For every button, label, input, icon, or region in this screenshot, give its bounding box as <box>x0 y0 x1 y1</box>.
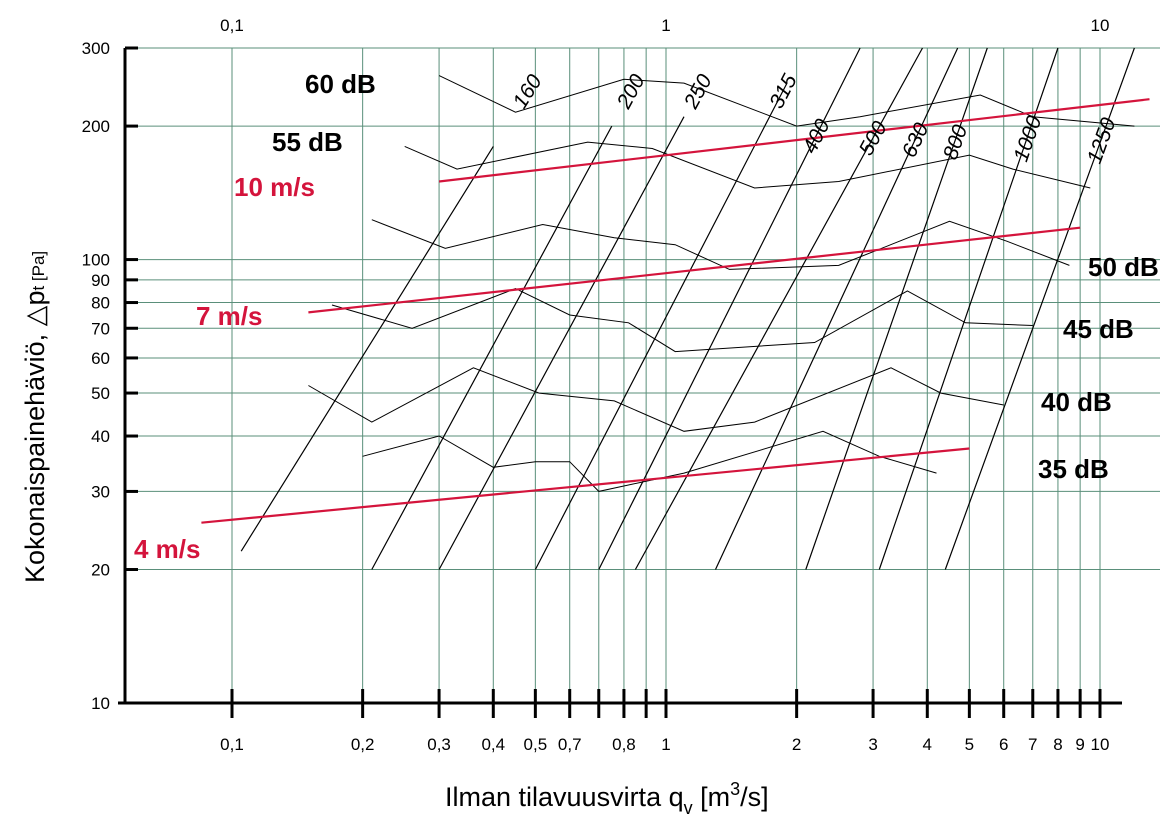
x-tick-label-5: 0,7 <box>558 735 582 754</box>
x-tick-label-14: 6 <box>999 735 1008 754</box>
x-tick-label-7: 0,8 <box>612 735 636 754</box>
x-tick-label-13: 5 <box>965 735 974 754</box>
x-tick-label-2: 0,3 <box>427 735 451 754</box>
x-tick-label-3: 0,4 <box>481 735 505 754</box>
x-tick-label-9: 1 <box>661 735 670 754</box>
noise-line-40-dB <box>308 367 1004 432</box>
x-tick-label-0: 0,1 <box>220 735 244 754</box>
x-tick-label-16: 8 <box>1053 735 1062 754</box>
noise-line-45-dB <box>331 288 1033 353</box>
y-tick-label-2: 30 <box>91 482 110 501</box>
y-tick-label-8: 90 <box>91 271 110 290</box>
y-tick-label-4: 50 <box>91 384 110 403</box>
label-7ms: 7 m/s <box>196 301 263 331</box>
y-tick-label-1: 20 <box>91 561 110 580</box>
x-axis-title: Ilman tilavuusvirta qv [m3/s] <box>445 779 769 818</box>
y-tick-label-10: 200 <box>82 117 110 136</box>
duct-line-630 <box>714 47 959 570</box>
label-10ms: 10 m/s <box>234 172 315 202</box>
x-tick-label-10: 2 <box>792 735 801 754</box>
duct-line-160 <box>240 146 494 552</box>
x-axis-title-sub: v <box>684 798 693 818</box>
duct-line-500 <box>634 47 924 570</box>
duct-line-250 <box>438 116 685 570</box>
label-35db: 35 dB <box>1038 454 1109 484</box>
velocity-line-10-m-s <box>438 98 1150 183</box>
duct-label-1250: 1250 <box>1083 115 1121 167</box>
x-axis-title-sup: 3 <box>730 779 740 799</box>
noise-line-35-dB <box>362 430 937 492</box>
axes <box>118 46 1122 718</box>
x-tick-label-18: 10 <box>1091 735 1110 754</box>
x-tick-label-4: 0,5 <box>524 735 548 754</box>
x-tick-label-11: 3 <box>868 735 877 754</box>
x-top-tick-label-0: 0,1 <box>220 16 244 35</box>
noise-line-50-dB <box>371 219 1070 270</box>
duct-label-500: 500 <box>855 117 892 159</box>
duct-line-315 <box>534 82 788 570</box>
duct-line-200 <box>371 125 613 570</box>
y-tick-label-0: 10 <box>91 694 110 713</box>
y-tick-label-5: 60 <box>91 349 110 368</box>
y-tick-label-9: 100 <box>82 251 110 270</box>
x-axis-title-open: [m <box>693 782 731 812</box>
duct-line-1250 <box>944 47 1135 570</box>
x-tick-label-17: 9 <box>1075 735 1084 754</box>
label-40db: 40 dB <box>1041 387 1112 417</box>
y-axis-title: Kokonaispainehäviö, △pt [Pa] <box>20 251 50 583</box>
duct-line-800 <box>805 47 988 570</box>
y-axis-title-main: Kokonaispainehäviö, △p <box>20 291 50 583</box>
label-45db: 45 dB <box>1063 314 1134 344</box>
duct-label-200: 200 <box>612 70 650 113</box>
duct-size-lines <box>240 47 1135 570</box>
x-top-tick-label-2: 10 <box>1091 16 1110 35</box>
x-tick-label-15: 7 <box>1028 735 1037 754</box>
duct-label-160: 160 <box>509 70 547 112</box>
y-axis-title-sub: t [Pa] <box>29 251 48 291</box>
duct-label-1000: 1000 <box>1009 113 1046 165</box>
x-axis-title-close: /s] <box>740 782 769 812</box>
y-tick-label-6: 70 <box>91 319 110 338</box>
x-tick-label-12: 4 <box>923 735 932 754</box>
label-55db: 55 dB <box>272 127 343 157</box>
duct-line-1000 <box>878 47 1059 570</box>
duct-label-250: 250 <box>679 70 717 113</box>
velocity-lines <box>201 98 1150 524</box>
y-tick-label-3: 40 <box>91 427 110 446</box>
y-tick-label-7: 80 <box>91 294 110 313</box>
noise-line-60-dB <box>438 75 1135 127</box>
noise-line-55-dB <box>404 141 1091 189</box>
label-60db: 60 dB <box>305 69 376 99</box>
velocity-line-4-m-s <box>201 447 970 524</box>
duct-line-400 <box>598 47 861 570</box>
x-axis-title-main: Ilman tilavuusvirta q <box>445 782 684 812</box>
x-top-tick-label-1: 1 <box>661 16 670 35</box>
duct-label-800: 800 <box>939 122 972 163</box>
x-tick-label-1: 0,2 <box>351 735 375 754</box>
velocity-line-7-m-s <box>308 226 1081 314</box>
noise-level-lines <box>308 75 1135 492</box>
grid <box>130 47 1160 703</box>
label-4ms: 4 m/s <box>134 534 201 564</box>
label-50db: 50 dB <box>1088 252 1159 282</box>
y-tick-label-11: 300 <box>82 39 110 58</box>
